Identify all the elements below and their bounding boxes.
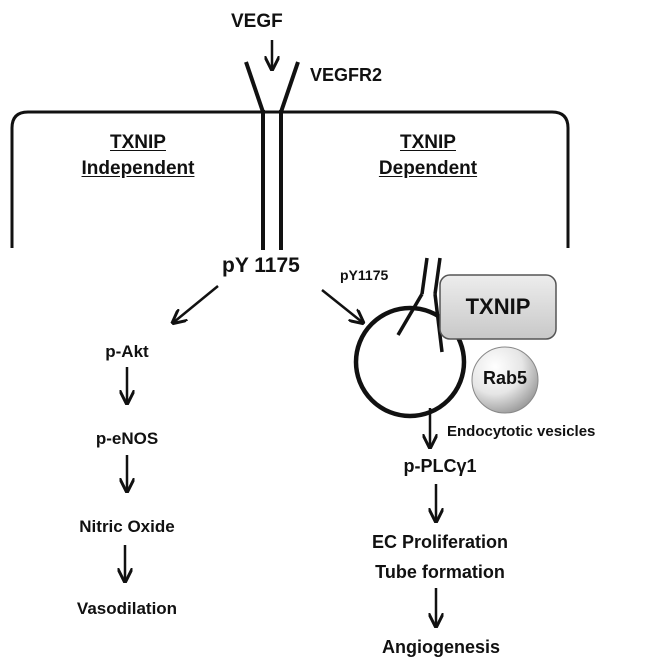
vegf-label: VEGF bbox=[231, 11, 283, 32]
right-step-ec-proliferation: EC Proliferation bbox=[371, 532, 509, 552]
txnip-dependent-heading: TXNIP Dependent bbox=[342, 130, 514, 182]
txnip-independent-line1: TXNIP bbox=[110, 132, 166, 153]
left-step-p-enos: p-eNOS bbox=[95, 429, 159, 448]
right-step-angiogenesis: Angiogenesis bbox=[381, 637, 501, 657]
right-step-p-plcg1: p-PLCγ1 bbox=[403, 456, 477, 476]
endocytotic-vesicles-label: Endocytotic vesicles bbox=[447, 423, 596, 440]
rab5-sphere bbox=[471, 346, 539, 414]
left-step-p-akt: p-Akt bbox=[105, 342, 149, 361]
phospho-site-label: pY 1175 bbox=[222, 254, 300, 277]
txnip-independent-line2: Independent bbox=[81, 158, 195, 179]
arrow-to-pakt bbox=[174, 285, 219, 322]
vesicle-phospho-label: pY1175 bbox=[340, 267, 389, 283]
arrow-to-vesicle bbox=[321, 289, 362, 322]
txnip-dependent-line2: Dependent bbox=[378, 158, 478, 179]
txnip-dependent-line1: TXNIP bbox=[400, 132, 456, 153]
txnip-box-label: TXNIP bbox=[465, 294, 531, 319]
left-step-vasodilation: Vasodilation bbox=[76, 599, 178, 618]
vegfr2-label: VEGFR2 bbox=[310, 65, 383, 85]
left-step-nitric-oxide: Nitric Oxide bbox=[79, 517, 175, 536]
cell-membrane bbox=[10, 110, 570, 248]
vesicle-receptor bbox=[396, 257, 444, 353]
rab5-label: Rab5 bbox=[482, 368, 527, 388]
txnip-box-shape bbox=[439, 274, 557, 340]
txnip-independent-heading: TXNIP Independent bbox=[52, 130, 224, 182]
right-step-tube-formation: Tube formation bbox=[375, 562, 505, 582]
vegfr2-receptor bbox=[244, 61, 300, 250]
endocytotic-vesicle bbox=[353, 305, 467, 419]
